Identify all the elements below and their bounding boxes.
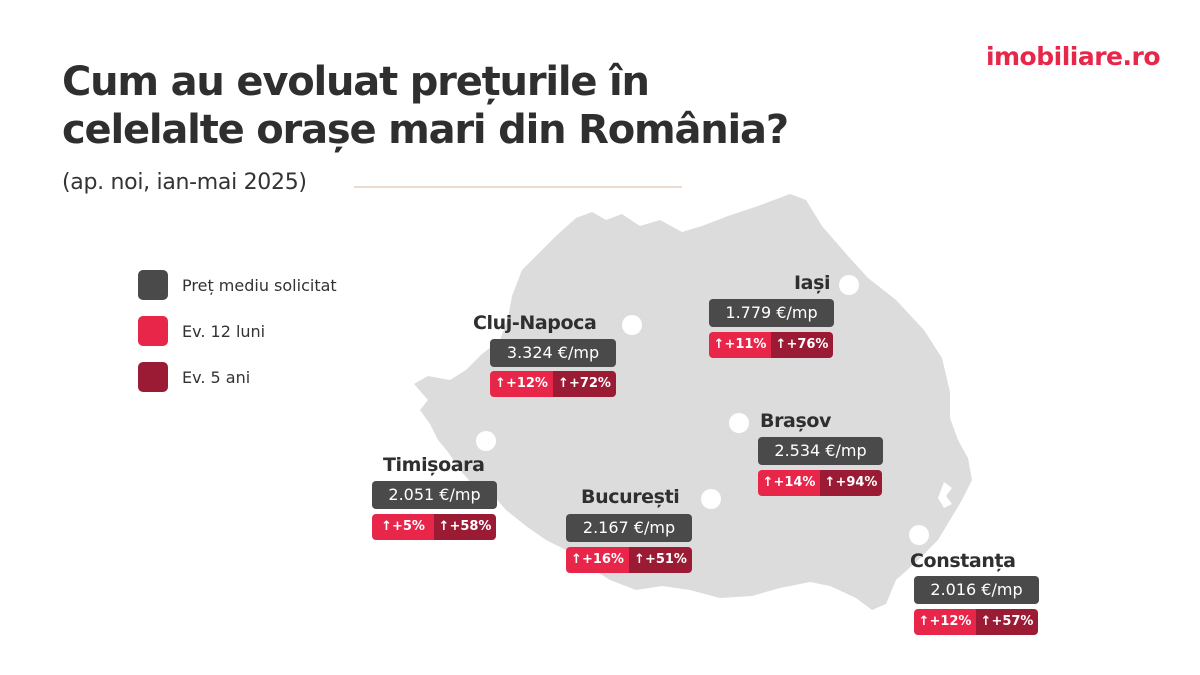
brand-logo: imobiliare.ro [985, 42, 1161, 71]
change-12-months: ↑+14% [758, 470, 820, 496]
change-5-years: ↑+76% [771, 332, 833, 358]
change-badges: ↑+11% ↑+76% [709, 332, 833, 358]
price-badge: 2.534 €/mp [758, 437, 883, 465]
legend-label: Preț mediu solicitat [182, 275, 337, 295]
price-badge: 3.324 €/mp [490, 339, 616, 367]
change-5-years: ↑+72% [553, 371, 616, 397]
legend: Preț mediu solicitat Ev. 12 luni Ev. 5 a… [138, 270, 337, 408]
city-name: Brașov [760, 410, 832, 432]
city-name: Iași [794, 272, 831, 294]
subtitle-divider [354, 186, 682, 188]
change-5-years: ↑+57% [976, 609, 1038, 635]
change-12-months: ↑+5% [372, 514, 434, 540]
change-5-years: ↑+58% [434, 514, 496, 540]
subtitle: (ap. noi, ian-mai 2025) [62, 170, 307, 195]
change-badges: ↑+16% ↑+51% [566, 547, 692, 573]
page-title: Cum au evoluat prețurile în celelalte or… [62, 58, 789, 154]
city-marker-bucuresti [701, 489, 721, 509]
city-marker-brasov [729, 413, 749, 433]
title-line-2: celelalte orașe mari din România? [62, 107, 789, 153]
price-badge: 2.051 €/mp [372, 481, 497, 509]
title-line-1: Cum au evoluat prețurile în [62, 59, 650, 105]
change-badges: ↑+12% ↑+57% [914, 609, 1038, 635]
legend-item-price: Preț mediu solicitat [138, 270, 337, 300]
legend-item-12-months: Ev. 12 luni [138, 316, 337, 346]
city-marker-timisoara [476, 431, 496, 451]
danube-delta [938, 482, 952, 508]
legend-swatch-12-months [138, 316, 168, 346]
city-name: Cluj-Napoca [473, 312, 597, 334]
change-badges: ↑+14% ↑+94% [758, 470, 882, 496]
romania-outline [414, 194, 972, 610]
city-name: Timișoara [383, 454, 485, 476]
price-badge: 2.167 €/mp [566, 514, 692, 542]
legend-swatch-price [138, 270, 168, 300]
price-badge: 1.779 €/mp [709, 299, 834, 327]
legend-label: Ev. 5 ani [182, 367, 251, 387]
city-name: București [581, 486, 680, 508]
legend-swatch-5-years [138, 362, 168, 392]
city-marker-cluj-napoca [622, 315, 642, 335]
legend-item-5-years: Ev. 5 ani [138, 362, 337, 392]
change-12-months: ↑+12% [914, 609, 976, 635]
city-marker-iasi [839, 275, 859, 295]
city-marker-constanta [909, 525, 929, 545]
price-badge: 2.016 €/mp [914, 576, 1039, 604]
change-badges: ↑+12% ↑+72% [490, 371, 616, 397]
change-12-months: ↑+11% [709, 332, 771, 358]
legend-label: Ev. 12 luni [182, 321, 266, 341]
change-12-months: ↑+12% [490, 371, 553, 397]
change-12-months: ↑+16% [566, 547, 629, 573]
change-5-years: ↑+94% [820, 470, 882, 496]
change-5-years: ↑+51% [629, 547, 692, 573]
city-name: Constanța [910, 550, 1016, 572]
change-badges: ↑+5% ↑+58% [372, 514, 496, 540]
